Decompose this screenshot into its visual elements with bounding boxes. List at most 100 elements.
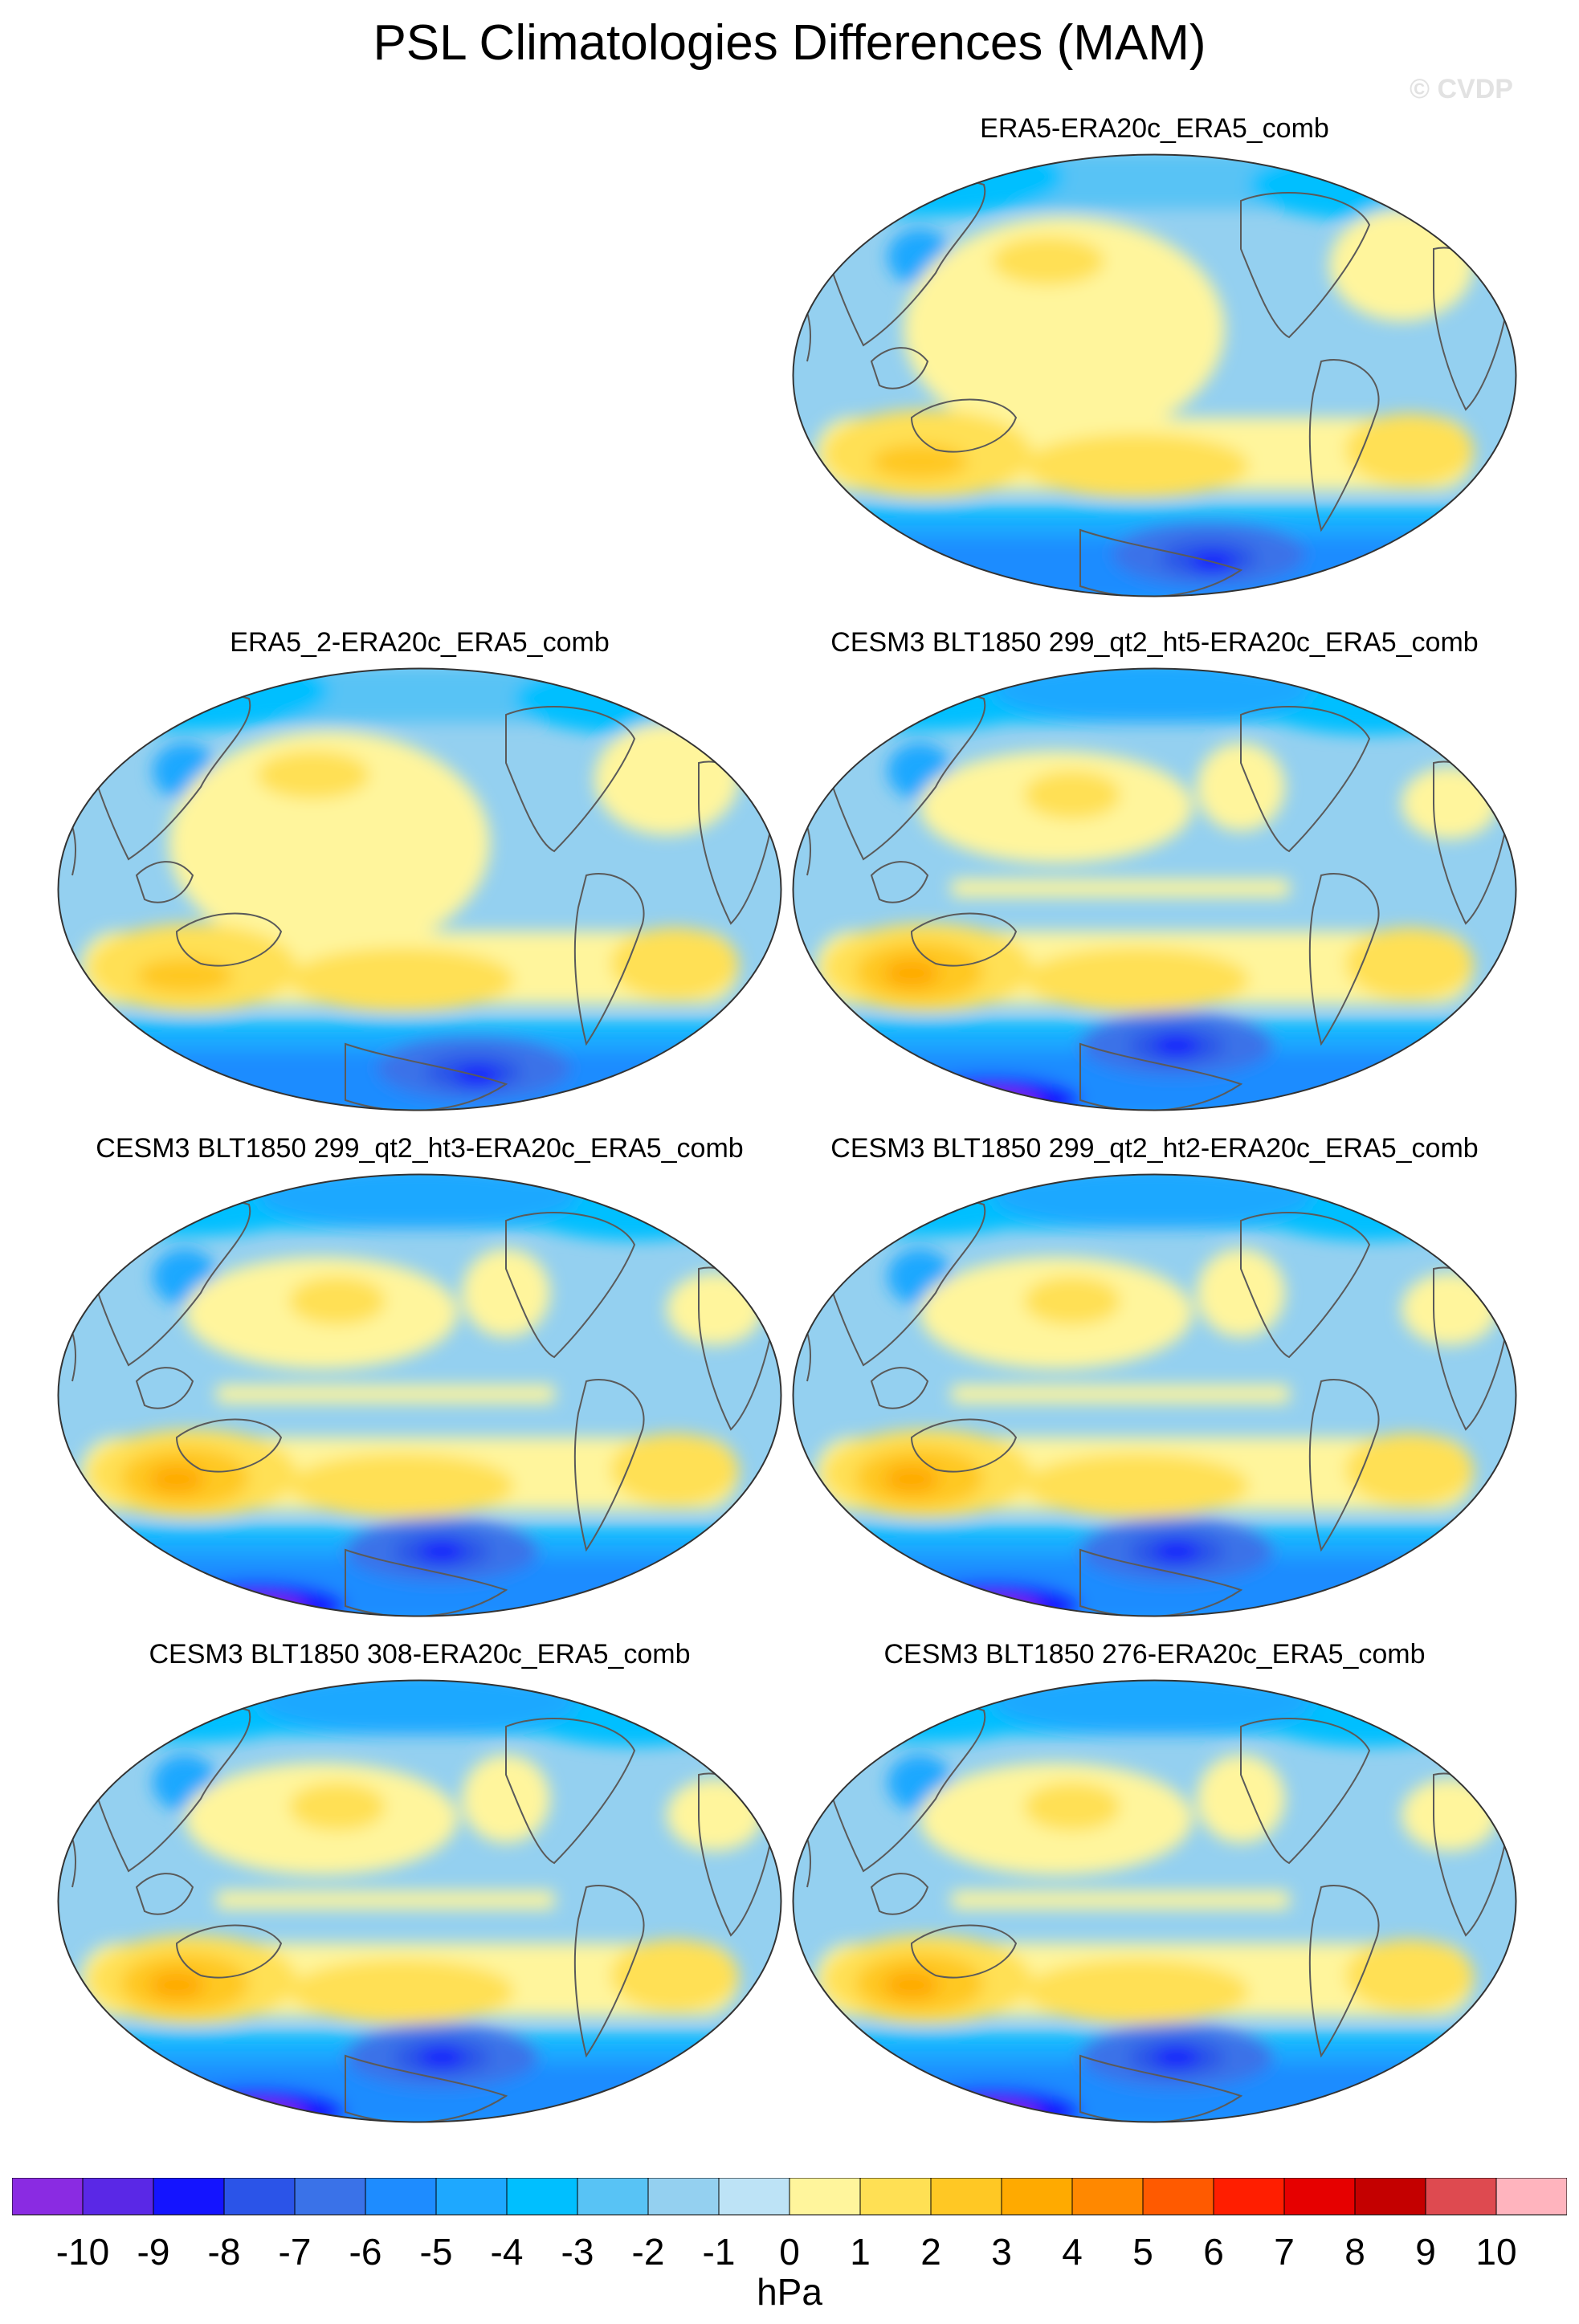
colorbar-tick-label: 9 (1415, 2231, 1436, 2273)
panel-title: CESM3 BLT1850 299_qt2_ht3-ERA20c_ERA5_co… (96, 1133, 744, 1164)
panel-title: ERA5-ERA20c_ERA5_comb (980, 113, 1329, 144)
coastline (910, 1924, 1018, 1979)
robinson-map (792, 1173, 1517, 1617)
coastline (870, 347, 929, 389)
colorbar-swatch (1142, 2178, 1214, 2216)
colorbar-swatch (1213, 2178, 1285, 2216)
map-panel: ERA5_2-ERA20c_ERA5_comb (56, 626, 783, 1128)
colorbar-swatch (153, 2178, 225, 2216)
map-frame (792, 153, 1517, 597)
colorbar-tick-label: 5 (1132, 2231, 1153, 2273)
colorbar-swatch (1283, 2178, 1356, 2216)
colorbar-swatch (223, 2178, 296, 2216)
colorbar-tick-label: -2 (631, 2231, 665, 2273)
coastline (1308, 1379, 1380, 1552)
coastline (175, 1418, 283, 1473)
coastline (1240, 192, 1371, 339)
coastline (573, 1885, 645, 2058)
map-panel: CESM3 BLT1850 299_qt2_ht2-ERA20c_ERA5_co… (791, 1132, 1518, 1634)
panel-title: CESM3 BLT1850 276-ERA20c_ERA5_comb (883, 1639, 1426, 1670)
colorbar-tick-label: 2 (920, 2231, 941, 2273)
robinson-map (57, 1679, 782, 2123)
map-frame (792, 1679, 1517, 2123)
coastline (573, 1379, 645, 1552)
cvdp-watermark: © CVDP (1410, 74, 1513, 104)
colorbar-tick-label: 1 (850, 2231, 871, 2273)
colorbar-swatch (789, 2178, 861, 2216)
map-frame (792, 1173, 1517, 1617)
coastline (870, 1873, 929, 1915)
colorbar-tick-label: -5 (419, 2231, 453, 2273)
coastline (1308, 1885, 1380, 2058)
colorbar-swatch (294, 2178, 366, 2216)
colorbar-swatch (859, 2178, 932, 2216)
colorbar-tick-label: 7 (1274, 2231, 1295, 2273)
panel-title: CESM3 BLT1850 308-ERA20c_ERA5_comb (149, 1639, 691, 1670)
colorbar-tick-label: -6 (349, 2231, 382, 2273)
colorbar-tick-label: 3 (991, 2231, 1012, 2273)
map-panel: CESM3 BLT1850 276-ERA20c_ERA5_comb (791, 1638, 1518, 2140)
coastlines (793, 169, 1508, 597)
colorbar-swatch (1071, 2178, 1144, 2216)
colorbar-swatch (718, 2178, 790, 2216)
colorbar-tick-label: 8 (1344, 2231, 1365, 2273)
colorbar-tick-label: 10 (1475, 2231, 1517, 2273)
coastline (135, 1873, 194, 1915)
map-frame (57, 667, 782, 1111)
robinson-map (792, 1679, 1517, 2123)
colorbar-swatch (365, 2178, 437, 2216)
coastline (1240, 1718, 1371, 1865)
robinson-map (57, 1173, 782, 1617)
colorbar-tick-label: 4 (1062, 2231, 1083, 2273)
map-panel: CESM3 BLT1850 299_qt2_ht5-ERA20c_ERA5_co… (791, 626, 1518, 1128)
coastline (910, 1418, 1018, 1473)
colorbar-swatch (12, 2178, 84, 2216)
colorbar-tick-label: 6 (1203, 2231, 1224, 2273)
coastlines (58, 683, 773, 1111)
figure-title: PSL Climatologies Differences (MAM) (373, 15, 1206, 71)
colorbar-swatch (435, 2178, 508, 2216)
coastline (135, 1367, 194, 1409)
panel-title: CESM3 BLT1850 299_qt2_ht5-ERA20c_ERA5_co… (830, 627, 1479, 658)
colorbar-tick-label: -4 (490, 2231, 524, 2273)
panel-title: ERA5_2-ERA20c_ERA5_comb (230, 627, 610, 658)
map-panel: CESM3 BLT1850 308-ERA20c_ERA5_comb (56, 1638, 783, 2140)
coastline (573, 873, 645, 1046)
colorbar-swatch (1425, 2178, 1497, 2216)
coastline (1240, 706, 1371, 853)
map-frame (792, 667, 1517, 1111)
colorbar-units: hPa (757, 2271, 822, 2313)
coastline (1308, 359, 1380, 532)
coastline (910, 912, 1018, 967)
coastline (1308, 873, 1380, 1046)
coastline (175, 1924, 283, 1979)
coastline (505, 706, 636, 853)
colorbar-swatch (577, 2178, 649, 2216)
colorbar-tick-label: -1 (702, 2231, 736, 2273)
colorbar-swatch (930, 2178, 1002, 2216)
map-frame (57, 1173, 782, 1617)
coastline (505, 1718, 636, 1865)
robinson-map (57, 667, 782, 1111)
coastline (505, 1212, 636, 1359)
coastline (175, 912, 283, 967)
colorbar (12, 2178, 1567, 2216)
colorbar-swatch (506, 2178, 578, 2216)
colorbar-swatch (82, 2178, 154, 2216)
coastline (870, 861, 929, 903)
coastline (870, 1367, 929, 1409)
coastline (910, 398, 1018, 453)
coastline (1240, 1212, 1371, 1359)
panel-title: CESM3 BLT1850 299_qt2_ht2-ERA20c_ERA5_co… (830, 1133, 1479, 1164)
coastline (135, 861, 194, 903)
colorbar-tick-label: -10 (55, 2231, 110, 2273)
colorbar-swatch (647, 2178, 720, 2216)
colorbar-swatch (1354, 2178, 1426, 2216)
colorbar-tick-label: -9 (137, 2231, 170, 2273)
colorbar-swatch (1001, 2178, 1073, 2216)
colorbar-tick-label: -3 (561, 2231, 594, 2273)
map-panel: ERA5-ERA20c_ERA5_comb (791, 112, 1518, 614)
map-panel: CESM3 BLT1850 299_qt2_ht3-ERA20c_ERA5_co… (56, 1132, 783, 1634)
colorbar-swatch (1495, 2178, 1567, 2216)
colorbar-tick-label: -8 (207, 2231, 241, 2273)
